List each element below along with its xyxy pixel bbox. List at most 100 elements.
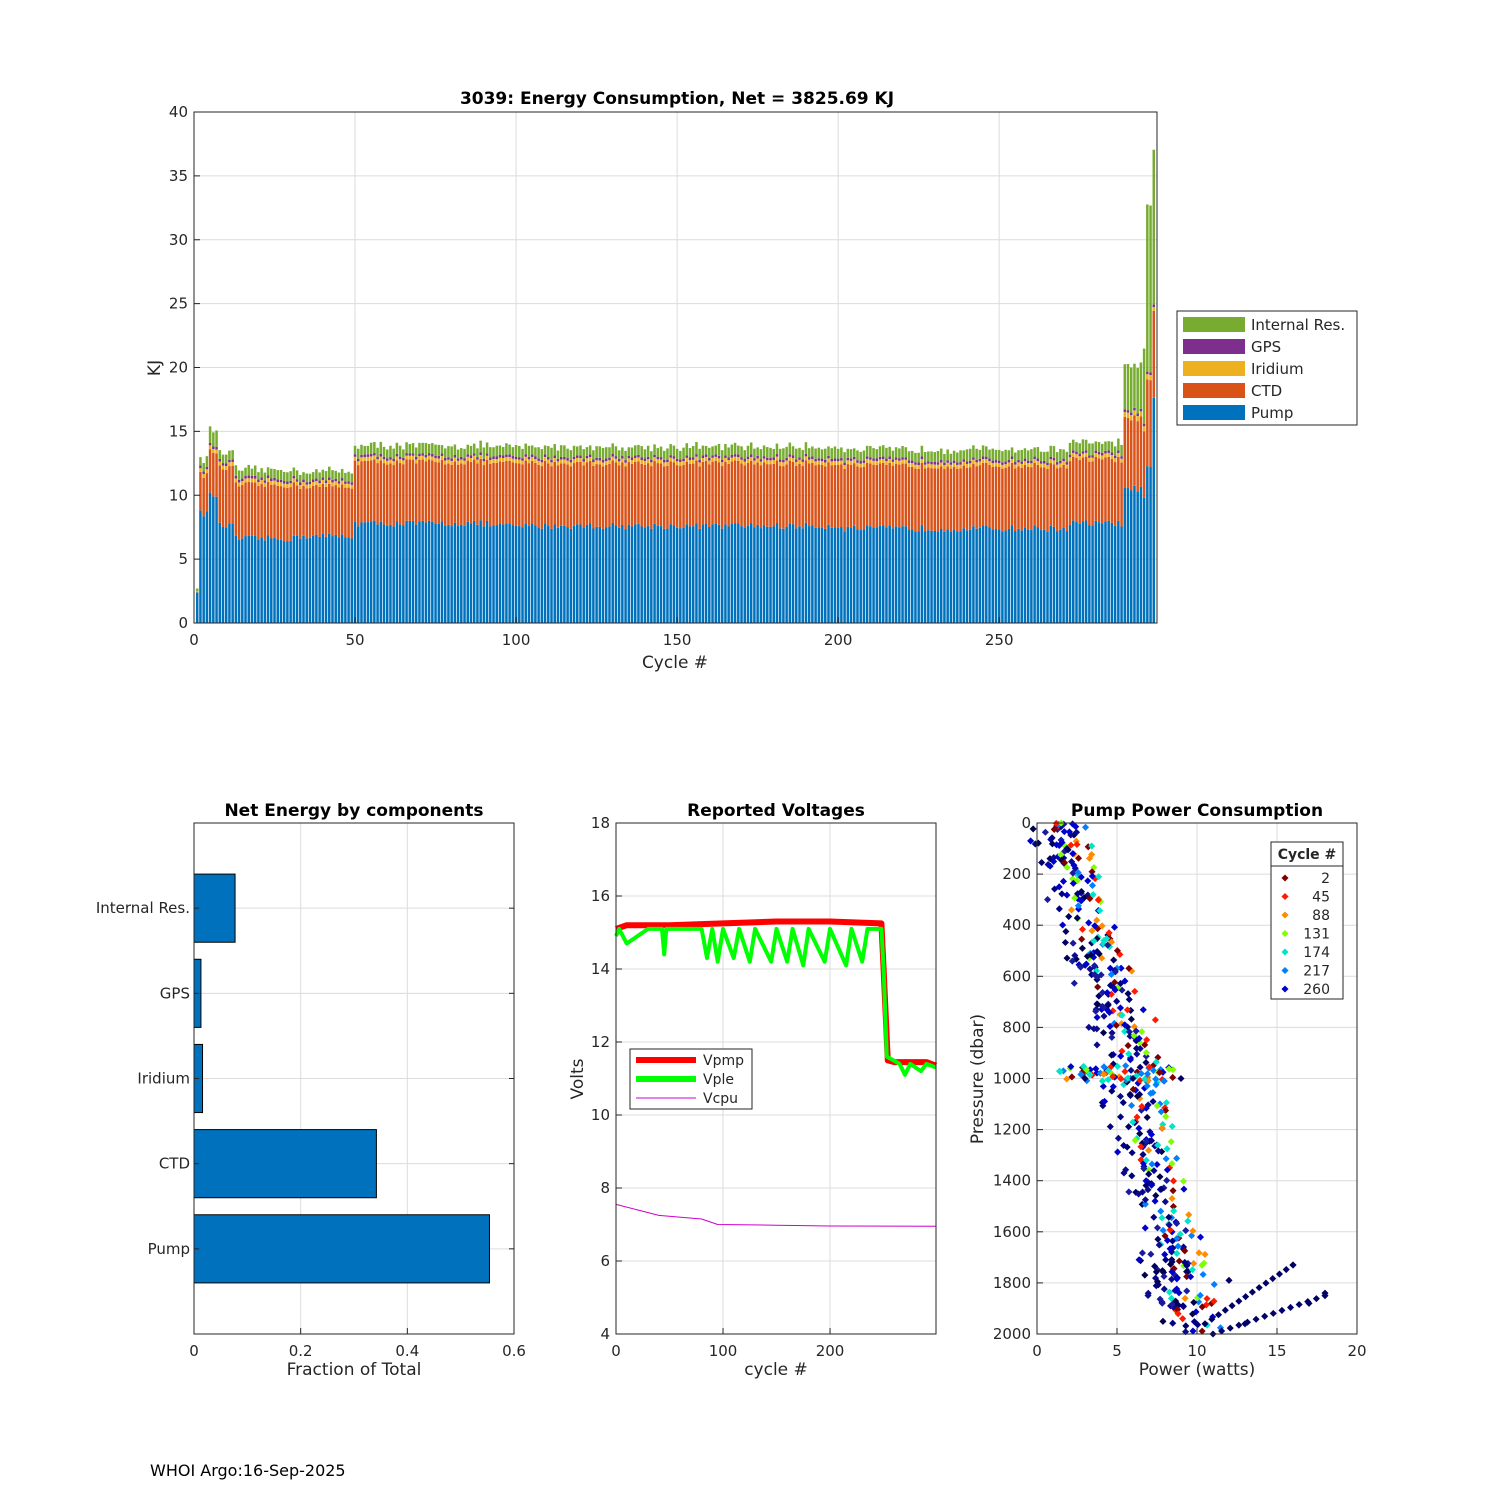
energy-bar-ctd <box>389 463 392 525</box>
energy-bar-internal <box>392 448 395 459</box>
energy-bar-pump <box>247 535 251 623</box>
energy-bar-ctd <box>917 468 920 532</box>
energy-bar-pump <box>1146 466 1149 623</box>
energy-bar-internal <box>1142 348 1146 424</box>
energy-bar-internal <box>643 449 647 459</box>
energy-bar-internal <box>1146 204 1149 372</box>
energy-bar-iridium <box>501 457 505 462</box>
energy-bar-iridium <box>340 480 344 485</box>
energy-bar-gps <box>353 454 357 457</box>
energy-bar-iridium <box>579 458 582 462</box>
energy-bar-internal <box>244 467 247 477</box>
energy-bar-pump <box>511 525 515 623</box>
energy-bar-ctd <box>878 463 882 526</box>
energy-bar-pump <box>914 531 917 623</box>
pump-xtick-label: 5 <box>1112 1342 1122 1360</box>
energy-ytick-label: 30 <box>169 231 188 249</box>
energy-bar-iridium <box>656 459 660 464</box>
energy-bar-gps <box>553 455 556 459</box>
energy-bar-pump <box>289 540 292 623</box>
energy-bar-ctd <box>1113 462 1117 526</box>
energy-bar-pump <box>714 523 718 623</box>
energy-bar-internal <box>334 470 337 479</box>
energy-bar-iridium <box>328 480 331 484</box>
energy-bar-iridium <box>1001 464 1004 469</box>
energy-bar-gps <box>305 482 308 485</box>
energy-bar-internal <box>424 442 428 455</box>
voltages-xtick-label: 200 <box>816 1342 845 1360</box>
energy-bar-gps <box>466 454 470 457</box>
energy-bar-pump <box>646 525 650 623</box>
energy-bar-gps <box>978 458 982 462</box>
energy-bar-ctd <box>1026 467 1030 530</box>
energy-bar-gps <box>469 455 473 459</box>
energy-bar-gps <box>379 453 383 457</box>
energy-bar-ctd <box>466 460 470 522</box>
energy-bar-internal <box>601 447 605 460</box>
energy-bar-gps <box>363 454 366 458</box>
energy-bar-iridium <box>247 478 251 482</box>
energy-bar-ctd <box>691 463 695 527</box>
energy-bar-iridium <box>260 479 263 484</box>
energy-bar-iridium <box>466 456 470 461</box>
pump-legend-label: 131 <box>1303 927 1330 943</box>
energy-bar-pump <box>1046 531 1049 623</box>
energy-bar-internal <box>662 450 666 460</box>
energy-bar-pump <box>547 526 550 623</box>
energy-bar-pump <box>324 536 328 623</box>
pump-legend-label: 260 <box>1303 982 1330 998</box>
voltages-ylabel: Volts <box>568 1058 588 1099</box>
energy-bar-gps <box>804 453 808 457</box>
energy-bar-internal <box>701 445 705 456</box>
energy-bar-iridium <box>250 478 254 483</box>
energy-bar-pump <box>601 528 605 623</box>
energy-bar-ctd <box>811 462 814 526</box>
energy-bar-pump <box>337 537 341 623</box>
energy-bar-gps <box>1007 459 1011 463</box>
energy-bar-pump <box>630 526 634 623</box>
energy-bar-ctd <box>1117 456 1120 521</box>
energy-bar-iridium <box>601 462 605 467</box>
energy-bar-iridium <box>878 459 882 464</box>
energy-bar-ctd <box>1146 379 1149 467</box>
energy-ytick-label: 10 <box>169 486 188 504</box>
energy-bar-internal <box>315 469 318 479</box>
pump-legend-label: 2 <box>1321 871 1330 887</box>
voltages-ytick-label: 6 <box>600 1252 610 1270</box>
legend-label-vple: Vple <box>703 1072 734 1088</box>
energy-bar-iridium <box>324 483 328 487</box>
pump-point <box>1112 1021 1120 1029</box>
energy-bar-iridium <box>1033 459 1036 463</box>
energy-bar-iridium <box>772 460 775 464</box>
energy-bar-iridium <box>408 455 412 460</box>
energy-bar-ctd <box>985 463 988 526</box>
voltages-ytick-label: 18 <box>591 814 610 832</box>
energy-bar-pump <box>959 531 962 623</box>
pump-xtick-label: 0 <box>1032 1342 1042 1360</box>
energy-bar-gps <box>617 458 621 462</box>
energy-bar-gps <box>1117 450 1120 453</box>
energy-bar-iridium <box>389 459 392 464</box>
energy-bar-internal <box>778 448 782 460</box>
energy-bar-internal <box>875 449 879 459</box>
energy-bar-iridium <box>276 481 279 486</box>
energy-bar-gps <box>743 458 747 462</box>
energy-bar-pump <box>852 525 856 623</box>
energy-bar-iridium <box>939 462 943 467</box>
energy-bar-iridium <box>775 456 779 461</box>
energy-bar-pump <box>315 534 318 623</box>
energy-bar-ctd <box>585 462 589 525</box>
energy-bar-ctd <box>827 462 830 525</box>
energy-bar-gps <box>927 461 930 464</box>
energy-bar-pump <box>1059 529 1062 623</box>
energy-bar-pump <box>347 537 350 623</box>
energy-bar-gps <box>898 458 901 461</box>
energy-bar-gps <box>482 458 486 462</box>
energy-bar-internal <box>1033 447 1036 457</box>
energy-bar-pump <box>643 527 647 623</box>
energy-bar-gps <box>988 458 991 462</box>
energy-bar-gps <box>637 454 640 458</box>
energy-bar-iridium <box>778 461 782 466</box>
energy-bar-iridium <box>1055 464 1059 469</box>
